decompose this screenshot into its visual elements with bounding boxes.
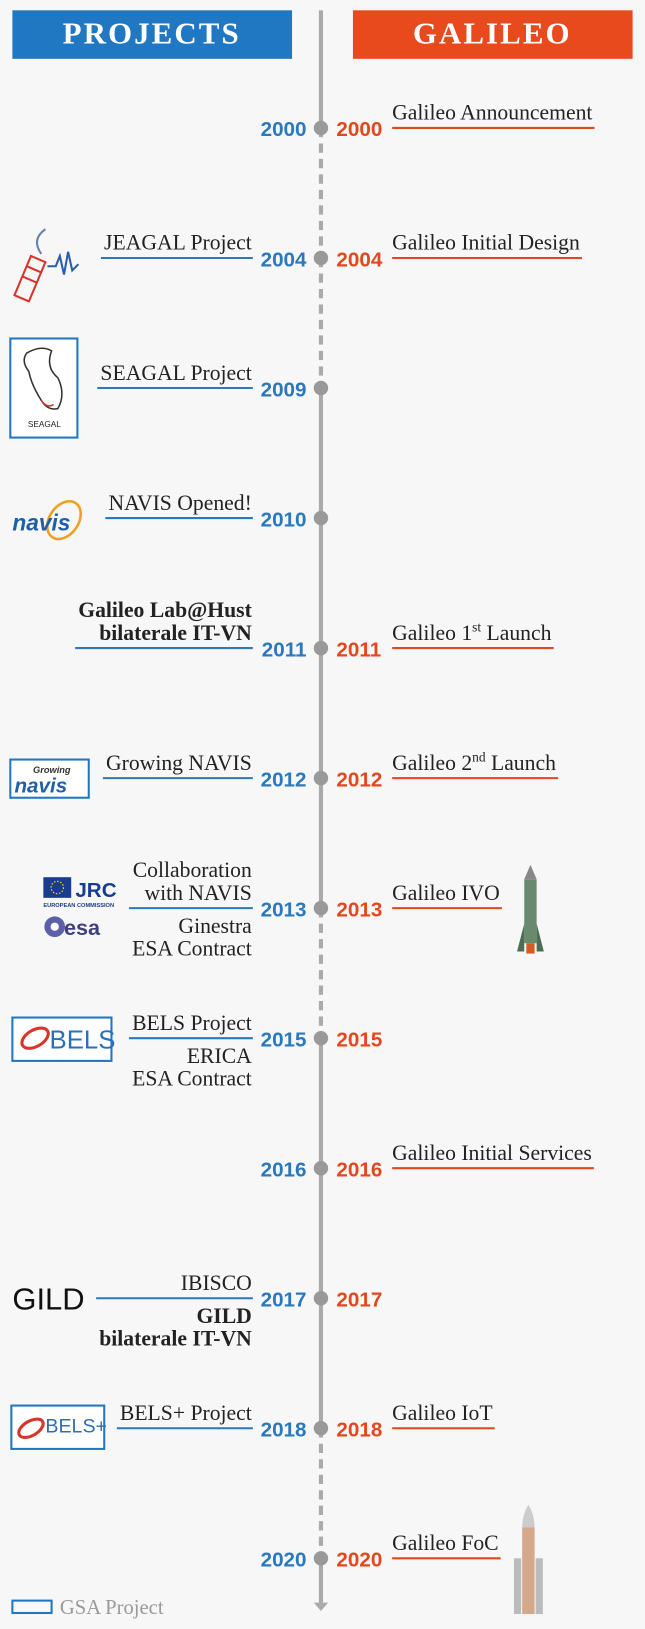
timeline-dot: [314, 1291, 328, 1305]
galileo-year: 2000: [336, 118, 382, 141]
project-text: bilaterale IT-VN: [99, 621, 252, 645]
timeline-dot: [314, 381, 328, 395]
event-superscript: nd: [472, 750, 486, 765]
timeline-dot: [314, 511, 328, 525]
galileo-event: Galileo IoT: [392, 1401, 492, 1425]
project-year: 2020: [261, 1549, 307, 1572]
galileo-year: 2015: [336, 1028, 382, 1051]
event-text: Galileo Initial Design: [392, 231, 580, 255]
galileo-event: Galileo Initial Design: [392, 231, 580, 255]
project-text: NAVIS Opened!: [108, 491, 251, 515]
galileo-year: 2004: [336, 248, 382, 271]
legend-label: GSA Project: [60, 1597, 164, 1619]
projects-header: PROJECTS: [63, 15, 241, 50]
galileo-event: Galileo FoC: [392, 1531, 498, 1555]
galileo-year: 2017: [336, 1289, 382, 1312]
project-text: BELS+ Project: [120, 1401, 252, 1425]
project-year: 2018: [261, 1419, 307, 1442]
page: Projects and Galileo timeline { "header"…: [0, 0, 645, 1629]
project-text: bilaterale IT-VN: [99, 1327, 252, 1351]
galileo-event: Galileo 1st Launch: [392, 620, 551, 645]
bels-plus-logo: BELS+: [11, 1406, 107, 1449]
growing-navis-logo: Growing navis: [10, 760, 88, 798]
timeline: PROJECTS GALILEO SEAGAL navis Growing na…: [0, 0, 645, 1629]
esa-mark: [51, 923, 59, 931]
rocket-part: [536, 1558, 543, 1614]
galileo-header: GALILEO: [413, 15, 572, 50]
project-text: ESA Contract: [132, 937, 252, 961]
event-text: Galileo FoC: [392, 1531, 498, 1555]
project-year: 2012: [261, 768, 307, 791]
event-superscript: st: [472, 620, 481, 635]
event-text: Galileo Initial Services: [392, 1141, 592, 1165]
timeline-dot: [314, 641, 328, 655]
event-text: Galileo 2: [392, 751, 472, 775]
project-year: 2011: [262, 638, 307, 661]
project-text: JEAGAL Project: [104, 231, 252, 255]
seagal-logo: SEAGAL: [10, 338, 77, 437]
event-text: Galileo Announcement: [392, 101, 592, 125]
project-text: SEAGAL Project: [100, 361, 251, 385]
timeline-dot: [314, 1031, 328, 1045]
timeline-dot: [314, 771, 328, 785]
event-text: Launch: [481, 621, 552, 645]
rocket-part: [522, 1527, 534, 1614]
timeline-dot: [314, 121, 328, 135]
project-text: with NAVIS: [145, 881, 252, 905]
event-text: Galileo 1: [392, 621, 472, 645]
project-year: 2017: [261, 1289, 307, 1312]
galileo-event: Galileo IVO: [392, 881, 500, 905]
rocket-part: [524, 879, 536, 943]
event-text: Galileo IoT: [392, 1401, 492, 1425]
project-text: ERICA: [187, 1044, 252, 1068]
project-text: Collaboration: [133, 858, 252, 882]
project-text: Ginestra: [178, 914, 252, 938]
project-text: Galileo Lab@Hust: [78, 598, 252, 622]
galileo-year: 2020: [336, 1549, 382, 1572]
gild-logo: GILD: [12, 1282, 84, 1317]
project-text: BELS Project: [132, 1011, 252, 1035]
logo-text: EUROPEAN COMMISSION: [43, 903, 114, 909]
galileo-year: 2011: [336, 638, 381, 661]
project-text: ESA Contract: [132, 1067, 252, 1091]
galileo-year: 2013: [336, 898, 382, 921]
timeline-dot: [314, 251, 328, 265]
galileo-event: Galileo Announcement: [392, 101, 592, 125]
logo-text: navis: [12, 509, 70, 535]
rocket-part: [526, 943, 534, 953]
galileo-year: 2016: [336, 1158, 382, 1181]
bels-logo: BELS: [12, 1018, 115, 1061]
project-year: 2009: [261, 378, 307, 401]
galileo-year: 2012: [336, 768, 382, 791]
project-year: 2010: [261, 508, 307, 531]
rocket-part: [514, 1558, 521, 1614]
eu-flag: [43, 877, 71, 898]
logo-text: JRC: [75, 879, 116, 902]
timeline-dot: [314, 1161, 328, 1175]
event-text: Galileo IVO: [392, 881, 500, 905]
logo-text: BELS: [50, 1027, 116, 1055]
event-text: Launch: [486, 751, 557, 775]
galileo-event: Galileo Initial Services: [392, 1141, 592, 1165]
logo-text: Growing: [33, 765, 71, 775]
project-year: 2016: [261, 1158, 307, 1181]
body: PROJECTS GALILEO SEAGAL navis Growing na…: [0, 0, 645, 1629]
project-text: IBISCO: [181, 1271, 252, 1295]
logo-text: navis: [14, 775, 67, 798]
timeline-dot: [314, 1421, 328, 1435]
project-text: Growing NAVIS: [106, 751, 252, 775]
timeline-dot: [314, 1551, 328, 1565]
project-text: GILD: [196, 1304, 251, 1328]
logo-text: esa: [64, 915, 101, 940]
logo-text: SEAGAL: [28, 420, 61, 429]
project-year: 2013: [261, 898, 307, 921]
project-year: 2015: [261, 1028, 307, 1051]
timeline-dot: [314, 901, 328, 915]
project-year: 2004: [261, 248, 307, 271]
project-year: 2000: [261, 118, 307, 141]
galileo-year: 2018: [336, 1419, 382, 1442]
logo-text: BELS+: [45, 1415, 107, 1437]
